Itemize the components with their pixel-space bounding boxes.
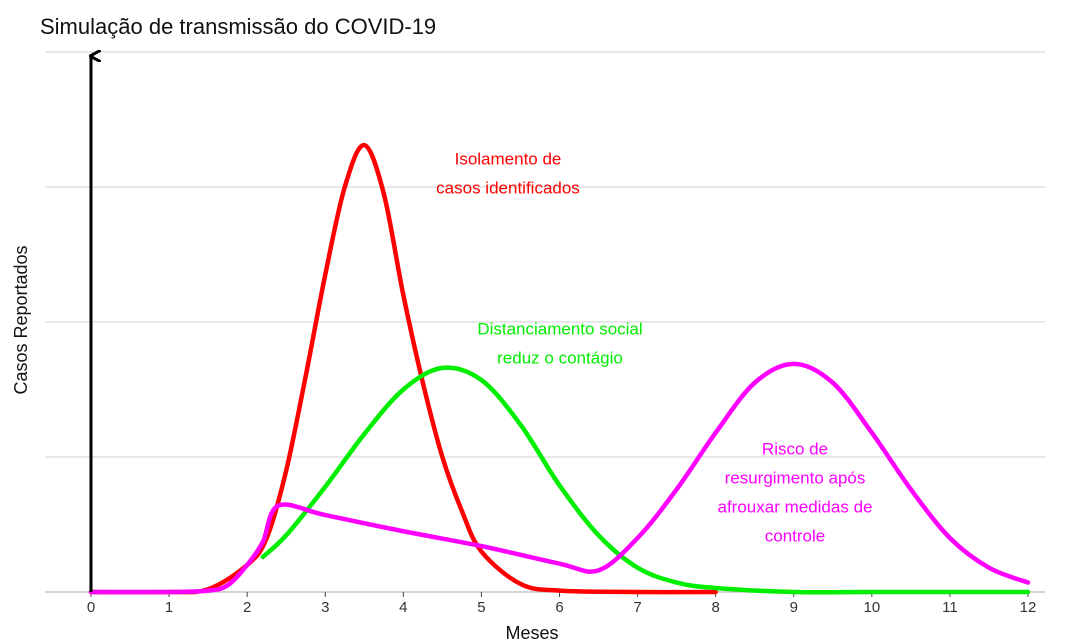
annotation: resurgimento após	[725, 468, 866, 487]
x-tick-label: 9	[790, 599, 798, 616]
x-tick-label: 5	[477, 599, 485, 616]
x-tick-label: 4	[399, 599, 407, 616]
annotation: reduz o contágio	[497, 348, 623, 367]
x-tick-label: 12	[1020, 599, 1037, 616]
x-tick-label: 11	[942, 599, 958, 616]
annotation: casos identificados	[436, 178, 580, 197]
annotation: Isolamento de	[455, 149, 562, 168]
x-tick-label: 2	[243, 599, 251, 616]
x-axis-label: Meses	[505, 623, 558, 643]
x-tick-label: 1	[165, 599, 173, 616]
x-tick-label: 7	[633, 599, 641, 616]
x-tick-label: 10	[863, 599, 880, 616]
x-tick-label: 6	[555, 599, 563, 616]
series-line	[88, 142, 718, 595]
chart-title: Simulação de transmissão do COVID-19	[40, 14, 436, 39]
x-tick-label: 3	[321, 599, 329, 616]
annotation: controle	[765, 526, 825, 545]
annotation: Distanciamento social	[477, 319, 642, 338]
y-axis-label: Casos Reportados	[11, 245, 31, 394]
series-line	[260, 365, 1031, 595]
x-tick-label: 0	[87, 599, 95, 616]
annotation: afrouxar medidas de	[718, 497, 873, 516]
series-line	[88, 361, 1031, 595]
x-tick-label: 8	[711, 599, 719, 616]
annotation: Risco de	[762, 439, 828, 458]
